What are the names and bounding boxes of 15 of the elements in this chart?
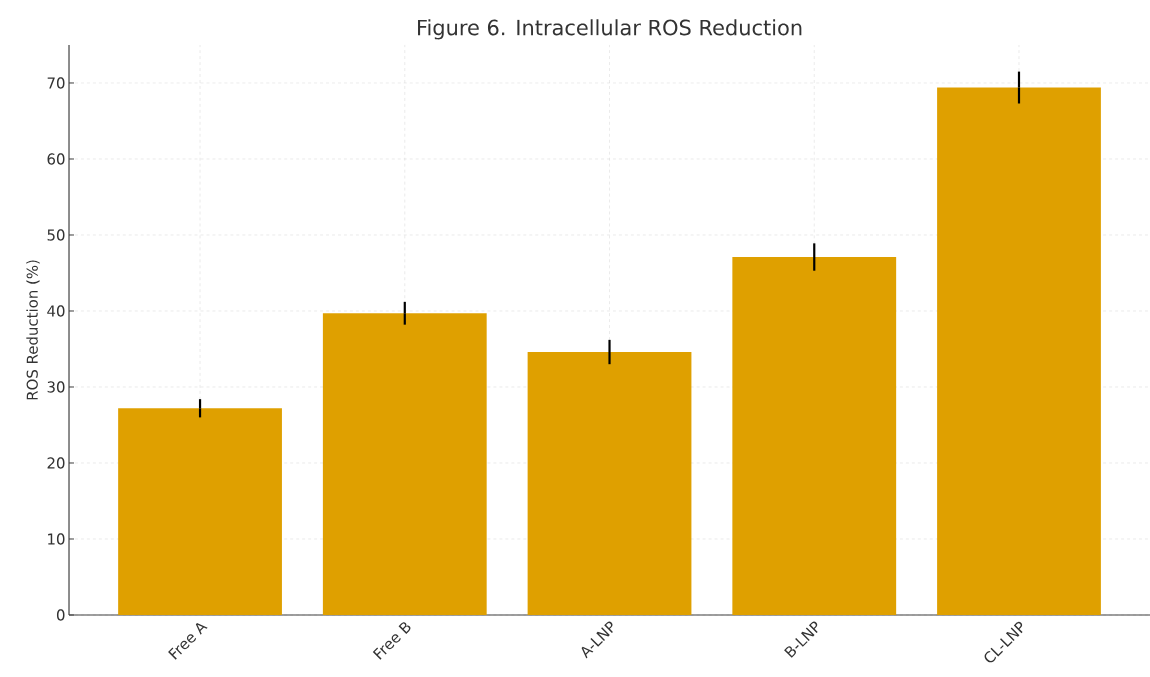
y-tick-label: 0 xyxy=(56,609,65,621)
y-tick-label: 60 xyxy=(47,153,65,165)
bar xyxy=(118,408,282,615)
chart-title: Figure 6. Intracellular ROS Reduction xyxy=(418,19,802,40)
y-axis-title: ROS Reduction (%) xyxy=(26,260,40,400)
bar xyxy=(527,352,692,615)
y-tick-label: 70 xyxy=(47,77,65,89)
bar xyxy=(937,87,1101,615)
y-tick-label: 50 xyxy=(47,229,65,241)
y-tick-label: 40 xyxy=(47,305,65,317)
y-tick-label: 20 xyxy=(47,457,65,469)
y-tick-label: 30 xyxy=(47,381,65,393)
bar xyxy=(732,257,897,615)
y-tick-label: 10 xyxy=(48,533,65,545)
bar xyxy=(322,313,487,615)
